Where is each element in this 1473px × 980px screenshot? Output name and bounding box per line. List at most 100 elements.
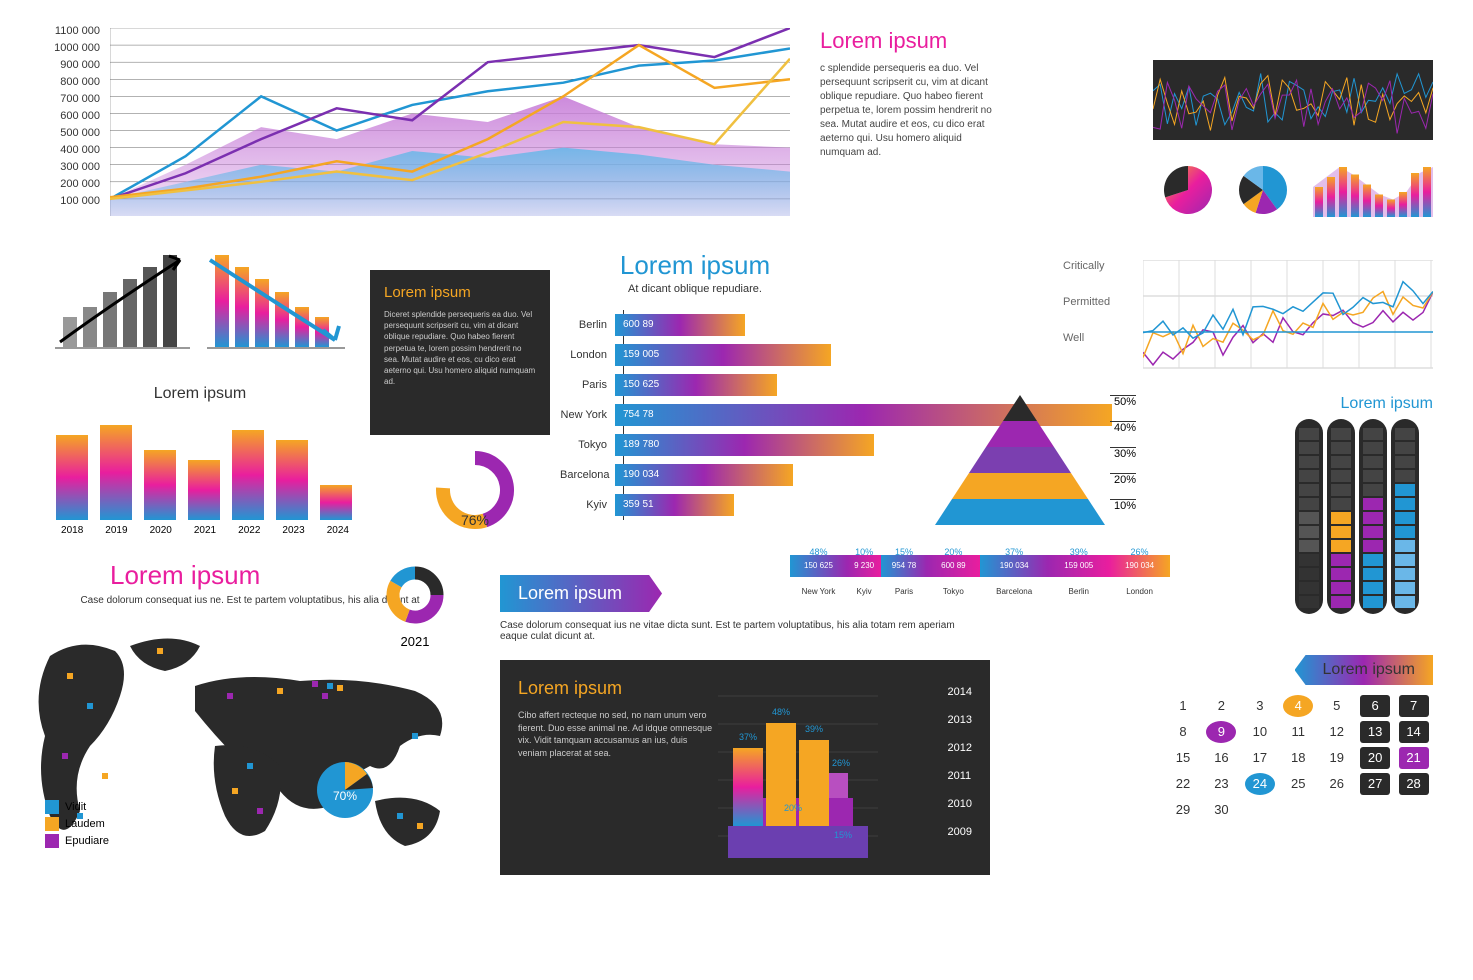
mini-pie-1 [1163, 165, 1213, 215]
calendar-day[interactable]: 28 [1399, 773, 1429, 795]
map-legend: Vidit Laudem Epudiare [45, 797, 109, 851]
calendar-day[interactable]: 8 [1168, 721, 1198, 743]
pyramid-labels: 50%40%30%20%10% [1110, 395, 1136, 525]
stack-segment: 20%600 89 [927, 555, 980, 577]
calendar-day[interactable]: 16 [1206, 747, 1236, 769]
stack-segment: 10%9 230 [847, 555, 881, 577]
svg-text:70%: 70% [333, 789, 357, 803]
eq-column [1327, 419, 1355, 614]
svg-text:37%: 37% [739, 732, 757, 742]
stack-segment: 37%190 034 [980, 555, 1048, 577]
calendar-day[interactable]: 17 [1245, 747, 1275, 769]
eq-column [1295, 419, 1323, 614]
pyramid-chart: 50%40%30%20%10% [935, 395, 1145, 535]
dark-card-body: Diceret splendide persequeris ea duo. Ve… [384, 309, 536, 387]
dark-bottom-body: Cibo affert recteque no sed, no nam unum… [518, 709, 718, 759]
intro-body: c splendide persequeris ea duo. Vel pers… [820, 62, 1000, 160]
svg-text:26%: 26% [832, 758, 850, 768]
stack-segment: 15%954 78 [881, 555, 927, 577]
stack-row: 48%150 62510%9 23015%954 7820%600 8937%1… [790, 555, 1170, 577]
dark-bottom-panel: Lorem ipsum Cibo affert recteque no sed,… [500, 660, 990, 875]
calendar-day[interactable]: 2 [1206, 695, 1236, 717]
svg-text:15%: 15% [834, 830, 852, 840]
mini-charts-row [1163, 162, 1433, 217]
eq-column [1359, 419, 1387, 614]
intro-title: Lorem ipsum [820, 28, 1000, 54]
legend-item: Epudiare [45, 834, 109, 848]
mini-bars [1313, 162, 1433, 217]
calendar-day[interactable]: 14 [1399, 721, 1429, 743]
year-labels: 2018201920202021202220232024 [50, 525, 360, 536]
svg-text:76%: 76% [461, 512, 489, 528]
dark-bottom-chart: 37%48%39%26%20%15% 201420132012201120102… [718, 678, 972, 857]
calendar-day[interactable]: 19 [1322, 747, 1352, 769]
calendar-day[interactable]: 22 [1168, 773, 1198, 795]
calendar-day[interactable]: 11 [1283, 721, 1313, 743]
svg-text:39%: 39% [805, 724, 823, 734]
equalizer-bars: Lorem ipsum [1293, 395, 1433, 625]
blue-heading: Lorem ipsum At dicant oblique repudiare. [580, 250, 810, 295]
blue-subtitle: At dicant oblique repudiare. [580, 283, 810, 295]
legend-item: Laudem [45, 817, 109, 831]
year-bar-chart: Lorem ipsum 2018201920202021202220232024 [50, 410, 360, 540]
arrow-bar-charts [55, 252, 345, 352]
hbar-label: New York [560, 409, 615, 421]
hbar-label: Barcelona [560, 469, 615, 481]
hbar-label: Paris [560, 379, 615, 391]
calendar: Lorem ipsum 1234567891011121314151617181… [1168, 655, 1433, 821]
calendar-day[interactable]: 30 [1206, 799, 1236, 821]
calendar-day[interactable]: 24 [1245, 773, 1275, 795]
blue-title: Lorem ipsum [580, 250, 810, 281]
stack-segment: 39%159 005 [1048, 555, 1109, 577]
calendar-day[interactable]: 6 [1360, 695, 1390, 717]
pill-body: Case dolorum consequat ius ne vitae dict… [500, 620, 960, 642]
calendar-day[interactable]: 26 [1322, 773, 1352, 795]
calendar-day[interactable]: 20 [1360, 747, 1390, 769]
calendar-day[interactable]: 1 [1168, 695, 1198, 717]
status-labels: CriticallyPermittedWell [1063, 260, 1143, 368]
mini-pie-2 [1238, 165, 1288, 215]
calendar-day[interactable]: 7 [1399, 695, 1429, 717]
svg-text:20%: 20% [784, 803, 802, 813]
hbar-label: Kyiv [560, 499, 615, 511]
main-chart-yticks: 1100 0001000 000900 000800 000700 000600… [30, 25, 100, 212]
stack-labels: New YorkKyivParisTokyoBarcelonaBerlinLon… [790, 577, 1170, 603]
eq-columns [1293, 419, 1433, 614]
calendar-title: Lorem ipsum [1295, 655, 1433, 685]
calendar-day[interactable]: 12 [1322, 721, 1352, 743]
calendar-grid: 1234567891011121314151617181920212223242… [1168, 695, 1433, 821]
year-bars-title: Lorem ipsum [35, 385, 365, 403]
calendar-day[interactable]: 23 [1206, 773, 1236, 795]
intro-text: Lorem ipsum c splendide persequeris ea d… [820, 28, 1000, 160]
calendar-day[interactable]: 18 [1283, 747, 1313, 769]
calendar-day[interactable]: 5 [1322, 695, 1352, 717]
calendar-day[interactable]: 9 [1206, 721, 1236, 743]
map-mini-pie: 70% [315, 760, 375, 820]
calendar-day[interactable]: 10 [1245, 721, 1275, 743]
hbar-label: Tokyo [560, 439, 615, 451]
main-line-chart: 1100 0001000 000900 000800 000700 000600… [30, 20, 790, 230]
calendar-day[interactable]: 27 [1360, 773, 1390, 795]
stacked-city-bar: 48%150 62510%9 23015%954 7820%600 8937%1… [790, 555, 1170, 603]
stack-segment: 26%190 034 [1109, 555, 1170, 577]
calendar-day[interactable]: 29 [1168, 799, 1198, 821]
hbar-label: Berlin [560, 319, 615, 331]
calendar-day[interactable]: 4 [1283, 695, 1313, 717]
dark-bottom-title: Lorem ipsum [518, 678, 718, 699]
eq-title: Lorem ipsum [1293, 395, 1433, 413]
hbar-label: London [560, 349, 615, 361]
legend-item: Vidit [45, 800, 109, 814]
calendar-day[interactable]: 25 [1283, 773, 1313, 795]
dark-card-title: Lorem ipsum [384, 284, 536, 301]
svg-text:48%: 48% [772, 707, 790, 717]
calendar-day[interactable]: 15 [1168, 747, 1198, 769]
stack-segment: 48%150 625 [790, 555, 847, 577]
dark-sparkline [1153, 60, 1433, 140]
donut-2021-label: 2021 [385, 634, 445, 649]
calendar-day[interactable]: 3 [1245, 695, 1275, 717]
dark-text-card: Lorem ipsum Diceret splendide persequeri… [370, 270, 550, 435]
status-line-chart: CriticallyPermittedWell [1063, 260, 1433, 380]
calendar-day[interactable]: 13 [1360, 721, 1390, 743]
calendar-day[interactable]: 21 [1399, 747, 1429, 769]
pill-label: Lorem ipsum [500, 575, 662, 612]
